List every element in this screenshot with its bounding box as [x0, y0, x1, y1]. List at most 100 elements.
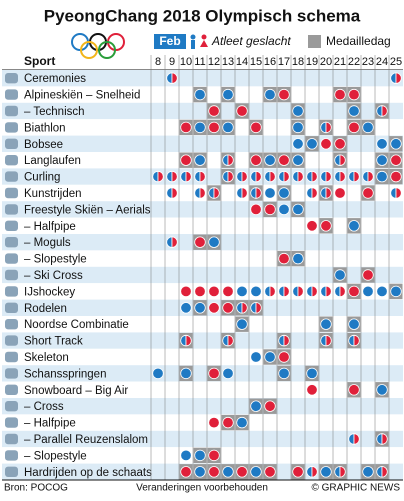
sport-icon [5, 187, 18, 199]
event-men [362, 285, 374, 298]
month-box [154, 34, 186, 49]
event-women [390, 154, 402, 166]
sport-label: – Halfpipe [24, 221, 76, 233]
event-mixed-women [325, 187, 332, 199]
event-mixed-women [157, 170, 164, 183]
sport-icon [5, 155, 18, 166]
sport-label: Ceremonies [24, 73, 86, 85]
event-women [306, 384, 318, 396]
event-men [348, 220, 360, 232]
event-mixed-women [171, 187, 178, 199]
day-label: 10 [180, 56, 192, 68]
event-mixed-women [283, 334, 290, 347]
event-men [320, 466, 332, 478]
event-men [362, 466, 374, 478]
event-women [334, 88, 346, 101]
legend-gender: Atleet geslacht [211, 34, 291, 48]
event-men [222, 367, 234, 380]
event-men [236, 285, 248, 298]
event-women [208, 285, 220, 298]
event-men [348, 105, 360, 117]
event-mixed-women [325, 334, 332, 347]
event-men [250, 466, 262, 478]
event-women [180, 285, 192, 298]
event-women [208, 449, 220, 462]
event-mixed-women [325, 170, 332, 183]
event-mixed-women [339, 170, 346, 183]
sport-label: Snowboard – Big Air [24, 385, 128, 397]
event-mixed-women [311, 187, 318, 199]
event-women [334, 187, 346, 199]
event-men [222, 121, 234, 134]
sport-icon [5, 466, 18, 477]
event-mixed-women [241, 170, 248, 183]
row-bg [2, 316, 403, 333]
event-mixed-women [381, 433, 388, 445]
event-men [278, 187, 290, 199]
sport-label: – Technisch [24, 106, 85, 118]
event-mixed-women [325, 121, 332, 134]
event-men [362, 121, 374, 134]
event-women [180, 466, 192, 478]
sport-label: – Halfpipe [24, 418, 76, 430]
sport-icon [5, 204, 18, 215]
event-mixed-women [241, 302, 248, 314]
event-men [194, 121, 206, 134]
row-bg [2, 398, 403, 415]
event-women [250, 121, 262, 134]
event-mixed-women [171, 72, 178, 84]
event-mixed-women [185, 334, 192, 347]
event-men [292, 203, 304, 216]
row-bg [2, 430, 403, 448]
day-label: 13 [222, 56, 234, 68]
sport-label: – Parallel Reuzenslalom [24, 434, 148, 446]
credit: © GRAPHIC NEWS [312, 483, 401, 494]
event-women [264, 400, 276, 412]
event-women [222, 285, 234, 298]
sport-icon [5, 73, 18, 84]
event-men [306, 138, 318, 150]
sport-label: – Slopestyle [24, 450, 87, 462]
row-bg [2, 266, 403, 284]
sport-label: Curling [24, 172, 60, 184]
event-men [236, 318, 248, 330]
event-mixed-women [381, 466, 388, 478]
event-mixed-women [199, 170, 206, 183]
day-label: 16 [264, 56, 276, 68]
event-women [278, 88, 290, 101]
event-men [292, 105, 304, 117]
sport-label: Bobsee [24, 139, 63, 151]
event-women [320, 138, 332, 150]
sport-label: Alpineskiën – Snelheid [24, 90, 140, 102]
event-men [264, 154, 276, 166]
gender-icons [190, 34, 208, 49]
title: PyeongChang 2018 Olympisch schema [44, 6, 361, 25]
event-men [250, 351, 262, 363]
event-men [292, 252, 304, 265]
event-women [320, 220, 332, 232]
event-mixed-women [297, 170, 304, 183]
sport-icon [5, 237, 18, 248]
event-men [222, 88, 234, 101]
sport-icon [5, 351, 18, 363]
event-women [348, 88, 360, 101]
sport-label: – Slopestyle [24, 254, 87, 266]
row-bg [2, 70, 403, 87]
event-mixed-women [297, 285, 304, 298]
sport-label: – Ski Cross [24, 270, 83, 282]
row-bg [2, 414, 403, 431]
event-men [194, 466, 206, 478]
event-men [180, 302, 192, 314]
sport-label: – Moguls [24, 237, 71, 249]
day-label: 11 [194, 56, 205, 68]
event-women [390, 170, 402, 183]
event-women [264, 203, 276, 216]
event-women [334, 138, 346, 150]
event-mixed-women [213, 187, 220, 199]
event-women [222, 302, 234, 314]
day-label: 12 [208, 56, 220, 68]
day-label: 23 [362, 56, 374, 68]
sport-icon [5, 302, 18, 313]
row-bg [2, 332, 403, 349]
